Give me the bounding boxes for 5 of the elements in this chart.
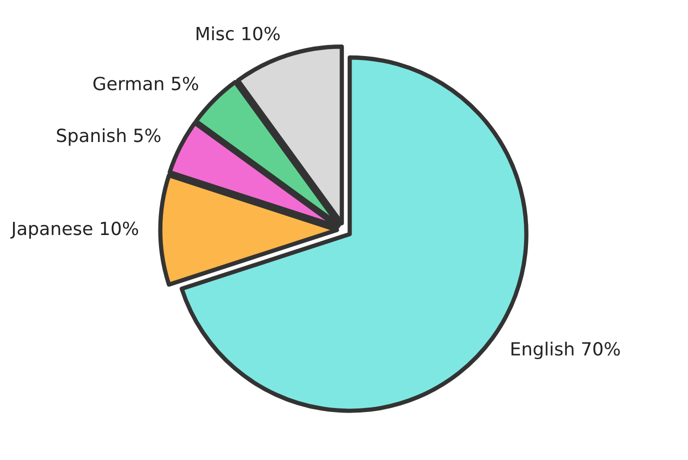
slice-label: Spanish 5% [56, 128, 160, 146]
slice-label: Misc 10% [196, 26, 280, 40]
slice-label: German 5% [93, 76, 198, 90]
slice-label: English 70% [512, 342, 620, 360]
slice-label: Japanese 10% [10, 222, 138, 239]
